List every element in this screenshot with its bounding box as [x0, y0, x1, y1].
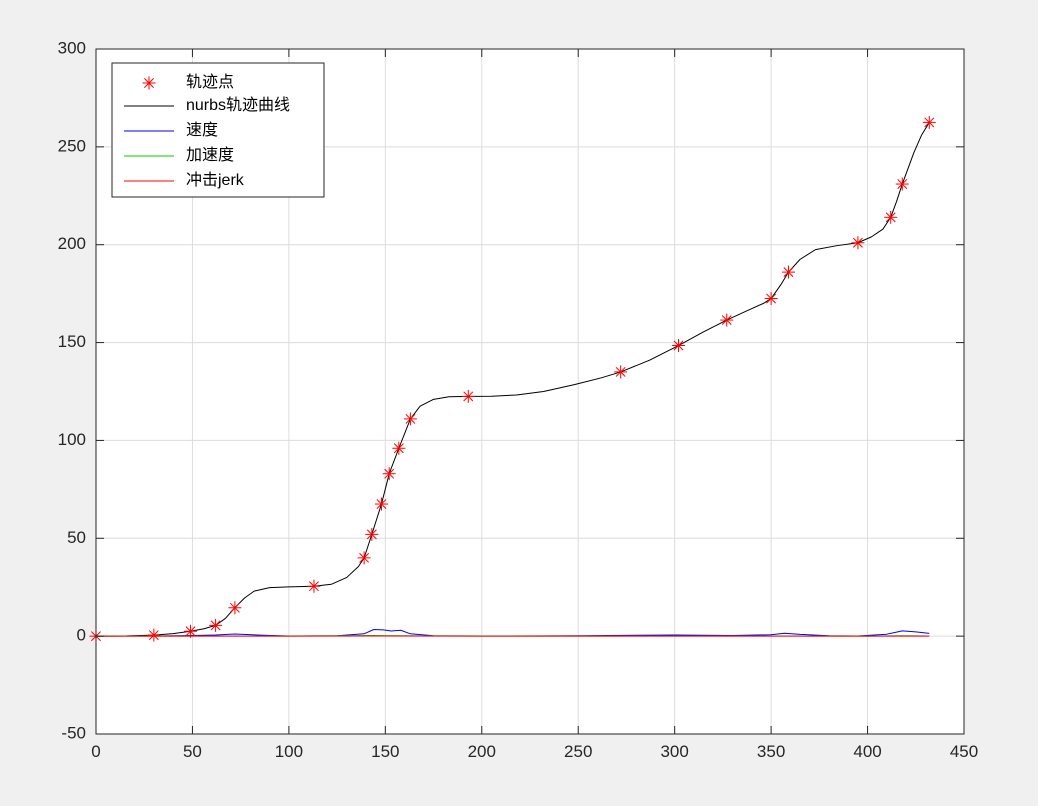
asterisk-marker	[307, 579, 321, 593]
asterisk-marker	[614, 365, 628, 379]
y-tick-label: -50	[61, 723, 86, 742]
legend-label: nurbs轨迹曲线	[186, 96, 290, 114]
asterisk-stroke	[885, 212, 896, 223]
legend-entry-acceleration: 加速度	[124, 146, 234, 164]
x-tick-label: 150	[371, 742, 399, 761]
asterisk-stroke	[924, 117, 935, 128]
asterisk-stroke	[144, 78, 154, 88]
y-tick-label: 0	[77, 626, 86, 645]
legend-entry-nurbs-curve: nurbs轨迹曲线	[124, 96, 290, 114]
asterisk-stroke	[366, 529, 377, 540]
asterisk-stroke	[393, 443, 404, 454]
asterisk-marker	[209, 618, 223, 632]
x-tick-label: 350	[757, 742, 785, 761]
legend-entry-jerk: 冲击jerk	[124, 171, 245, 189]
asterisk-marker	[147, 628, 161, 642]
ticks: 0 50 100 150 200 250 300 350 400 450 -50 0 50 100 150 2…	[58, 38, 979, 761]
legend-label: 加速度	[186, 146, 234, 164]
legend: 轨迹点 nurbs轨迹曲线 速度 加速度 冲击jerk	[111, 62, 325, 198]
asterisk-marker	[884, 210, 898, 224]
asterisk-stroke	[766, 293, 777, 304]
asterisk-stroke	[148, 630, 159, 641]
asterisk-stroke	[673, 340, 684, 351]
x-tick-label: 250	[564, 742, 592, 761]
y-tick-label: 150	[58, 332, 86, 351]
legend-entry-velocity: 速度	[124, 121, 218, 139]
asterisk-marker	[365, 527, 379, 541]
asterisk-stroke	[852, 237, 863, 248]
y-tick-label: 250	[58, 136, 86, 155]
asterisk-marker	[357, 551, 371, 565]
asterisk-marker	[461, 389, 475, 403]
asterisk-stroke	[615, 366, 626, 377]
asterisk-stroke	[384, 468, 395, 479]
asterisk-marker	[764, 292, 778, 306]
x-tick-label: 50	[183, 742, 202, 761]
axes-box	[95, 48, 965, 735]
asterisk-marker	[228, 601, 242, 615]
asterisk-stroke	[897, 179, 908, 189]
asterisk-marker	[142, 76, 156, 90]
asterisk-stroke	[783, 267, 794, 278]
y-tick-label: 100	[58, 430, 86, 449]
legend-asterisk-marker	[142, 76, 156, 90]
y-tick-label: 50	[67, 528, 86, 547]
asterisk-marker	[403, 412, 417, 426]
asterisk-marker	[895, 177, 909, 191]
legend-label: 冲击jerk	[186, 171, 245, 189]
asterisk-marker	[672, 339, 686, 353]
x-tick-label: 300	[660, 742, 688, 761]
asterisk-marker	[851, 236, 865, 250]
asterisk-stroke	[463, 391, 474, 402]
x-tick-label: 0	[91, 742, 100, 761]
asterisk-marker	[382, 467, 396, 481]
x-tick-label: 450	[950, 742, 978, 761]
y-tick-label: 300	[58, 38, 86, 57]
asterisk-stroke	[185, 626, 196, 637]
asterisk-marker	[392, 441, 406, 455]
asterisk-marker	[781, 265, 795, 279]
asterisk-stroke	[309, 581, 319, 592]
series-line-1	[95, 122, 930, 637]
legend-label: 速度	[186, 121, 218, 139]
asterisk-marker	[922, 115, 936, 129]
asterisk-stroke	[376, 499, 387, 509]
asterisk-stroke	[721, 315, 732, 326]
asterisk-stroke	[210, 620, 221, 631]
asterisk-marker	[184, 624, 198, 638]
legend-label: 轨迹点	[186, 73, 234, 91]
x-tick-label: 100	[275, 742, 303, 761]
x-tick-label: 400	[853, 742, 881, 761]
x-tick-label: 200	[468, 742, 496, 761]
asterisk-stroke	[359, 552, 370, 563]
asterisk-marker	[374, 497, 388, 511]
y-tick-label: 200	[58, 234, 86, 253]
asterisk-marker	[720, 313, 734, 327]
legend-entry-trajectory-points: 轨迹点	[142, 73, 234, 91]
asterisk-stroke	[405, 413, 416, 424]
asterisk-stroke	[229, 602, 240, 613]
